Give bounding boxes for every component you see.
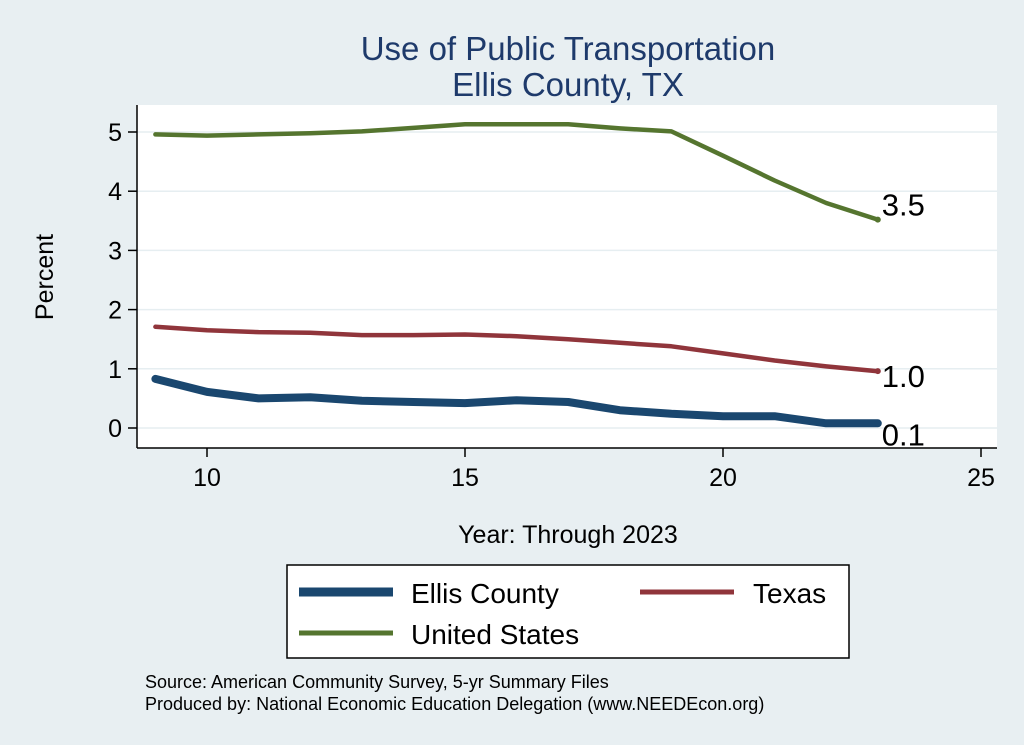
y-tick-label: 4 [108, 178, 122, 206]
legend-label-texas: Texas [753, 578, 826, 609]
end-label-ellis-county: 0.1 [882, 417, 925, 452]
legend-label-ellis-county: Ellis County [411, 578, 559, 609]
gridlines [137, 131, 997, 429]
x-axis-title: Year: Through 2023 [458, 521, 678, 549]
source-note: Source: American Community Survey, 5-yr … [145, 672, 609, 692]
producer-note: Produced by: National Economic Education… [145, 694, 764, 714]
end-point-ellis-county [874, 420, 881, 427]
y-tick-label: 0 [108, 415, 122, 443]
y-axis-title: Percent [31, 234, 59, 320]
chart-title-line-1: Use of Public Transportation [361, 30, 776, 67]
x-tick-label: 15 [451, 464, 479, 492]
series-lines [151, 122, 882, 428]
series-line-ellis-county [151, 374, 882, 428]
end-label-texas: 1.0 [882, 359, 925, 394]
series-line-united-states [153, 122, 881, 222]
series-line-texas [153, 324, 881, 374]
chart-title-line-2: Ellis County, TX [452, 66, 684, 103]
x-tick-label: 10 [193, 464, 221, 492]
end-label-united-states: 3.5 [882, 188, 925, 223]
y-tick-label: 2 [108, 297, 122, 325]
y-tick-label: 1 [108, 356, 122, 384]
legend-label-united-states: United States [411, 619, 579, 650]
x-tick-label: 20 [709, 464, 737, 492]
plot-area [137, 105, 997, 448]
axes: 0 1 2 3 4 5 10 15 20 25 [108, 105, 997, 492]
legend: Ellis County Texas United States [286, 564, 850, 659]
y-tick-label: 5 [108, 119, 122, 147]
y-tick-label: 3 [108, 237, 122, 265]
legend-box [286, 564, 850, 659]
x-tick-label: 25 [967, 464, 995, 492]
end-point-united-states [874, 216, 881, 223]
end-labels: 3.5 1.0 0.1 [882, 188, 925, 453]
end-point-texas [874, 368, 881, 375]
